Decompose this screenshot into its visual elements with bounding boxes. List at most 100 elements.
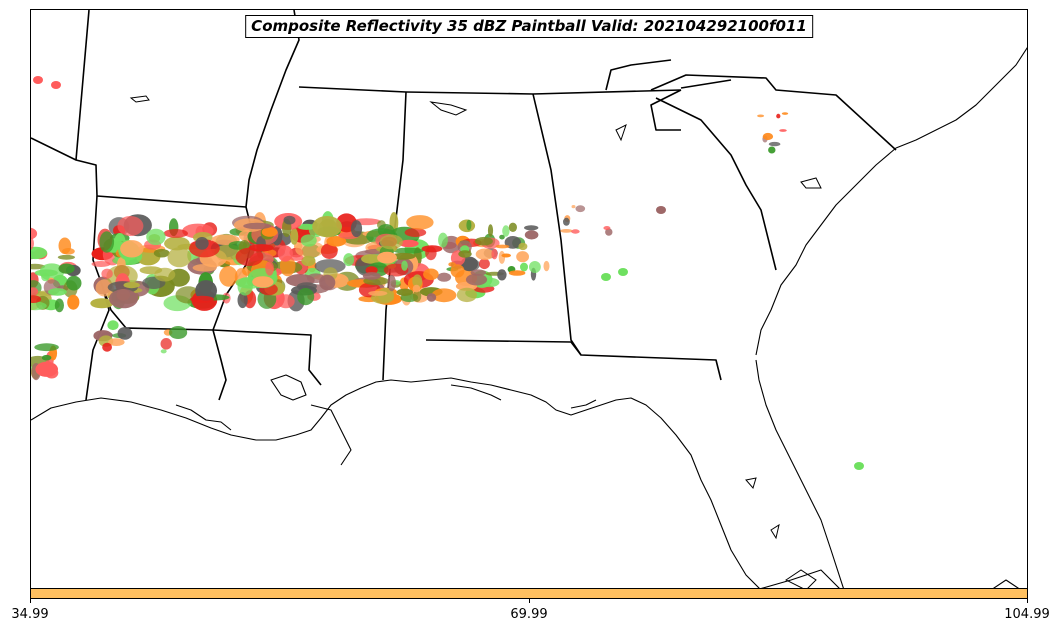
paintball-blob [508, 270, 526, 276]
paintball-blob [67, 294, 80, 310]
paintball-blob [458, 250, 472, 258]
paintball-blob [295, 241, 325, 258]
paintball-blob [404, 228, 427, 237]
paintball-blob [41, 354, 52, 361]
paintball-blob [377, 251, 397, 264]
paintball-blob [497, 269, 507, 281]
paintball-blob [31, 295, 42, 303]
paintball-blob [571, 205, 576, 209]
paintball-blob [57, 254, 75, 260]
paintball-blob [605, 228, 613, 236]
paintball-blob [768, 146, 776, 154]
paintball-blob [423, 268, 439, 281]
paintball-blob [516, 251, 529, 263]
paintball-blob [62, 248, 75, 255]
paintball-blob [101, 268, 113, 279]
paintball-blob [601, 273, 611, 281]
paintball-blob [31, 246, 48, 260]
paintball-blob [219, 265, 238, 287]
paintball-blob [450, 264, 465, 278]
paintball-blob [163, 229, 188, 238]
paintball-blob [312, 216, 342, 238]
paintball-blob [781, 112, 789, 115]
paintball-blob [34, 343, 59, 352]
paintball-blob [362, 272, 381, 280]
paintball-blob [498, 250, 506, 264]
paintball-blob [618, 268, 628, 276]
paintball-blob [401, 260, 408, 271]
paintball-blob [524, 225, 539, 231]
paintball-blob [31, 301, 47, 311]
colorbar-tick-mark-right [1027, 599, 1028, 603]
paintball-blob [487, 224, 494, 237]
paintball-blob [776, 113, 781, 119]
paintball-blob [108, 338, 125, 346]
colorbar-tick-label-mid: 69.99 [510, 607, 548, 622]
paintball-blob [768, 141, 781, 147]
paintball-blob [431, 288, 457, 303]
paintball-blob [757, 114, 765, 118]
paintball-blob [501, 253, 512, 258]
paintball-blob [153, 248, 170, 258]
paintball-blob [320, 243, 338, 259]
paintball-blob [314, 259, 346, 274]
paintball-blob [300, 234, 317, 247]
paintball-blob [508, 222, 517, 232]
paintball-blob [277, 294, 295, 309]
map-panel: Composite Reflectivity 35 dBZ Paintball … [30, 9, 1028, 589]
paintball-blob [109, 289, 138, 309]
colorbar-tick-label-min: 34.99 [11, 607, 49, 622]
paintball-blob [290, 228, 299, 245]
paintball-blob [265, 261, 274, 276]
paintball-blob [95, 279, 114, 297]
lakes [129, 95, 822, 588]
paintball-map [31, 10, 1027, 588]
colorbar-tick-mark-mid [529, 599, 530, 603]
paintball-blob [393, 247, 424, 254]
paintball-blob [343, 253, 355, 267]
paintball-blob [762, 132, 774, 141]
paintball-blob [456, 287, 477, 303]
paintball-blob [437, 272, 452, 282]
paintball-blob [379, 234, 403, 250]
paintball-blob [571, 229, 580, 234]
paintball-blob [289, 254, 304, 261]
paintball-blob [301, 255, 316, 267]
paintball-blob [406, 215, 434, 230]
paintball-blob [438, 232, 448, 248]
paintball-blob [66, 275, 82, 291]
paintball-blob [412, 290, 422, 303]
paintball-blob [326, 236, 347, 247]
paintball-blob [107, 320, 119, 331]
paintball-blob [190, 295, 215, 303]
state-boundaries [31, 10, 897, 401]
paintball-blob [58, 263, 75, 274]
paintball-blob [35, 361, 58, 377]
paintball-blob [543, 260, 550, 272]
paintball-blob [387, 274, 397, 292]
paintball-blob [160, 349, 167, 354]
paintball-blob [529, 261, 541, 273]
paintball-blob [475, 248, 495, 260]
paintball-blob [120, 240, 144, 258]
colorbar-tick-mark-left [30, 599, 31, 603]
paintball-blob [575, 205, 586, 213]
paintball-blob [398, 239, 419, 248]
paintball-blob [167, 247, 192, 268]
paintball-blob [34, 269, 58, 277]
colorbar [30, 588, 1028, 599]
paintball-blob [491, 248, 498, 260]
paintball-blob [499, 234, 505, 240]
paintball-blob [319, 274, 336, 291]
paintball-blob [283, 215, 296, 225]
paintball-blob [102, 342, 112, 352]
paintball-blob [90, 298, 114, 309]
paintball-blob [560, 229, 573, 233]
paintball-blob [474, 236, 493, 246]
paintball-blobs [31, 76, 864, 470]
paintball-blob [350, 220, 363, 238]
paintball-blob [603, 226, 611, 230]
paintball-blob [31, 287, 39, 296]
paintball-blob [502, 225, 510, 237]
paintball-blob [31, 227, 38, 240]
